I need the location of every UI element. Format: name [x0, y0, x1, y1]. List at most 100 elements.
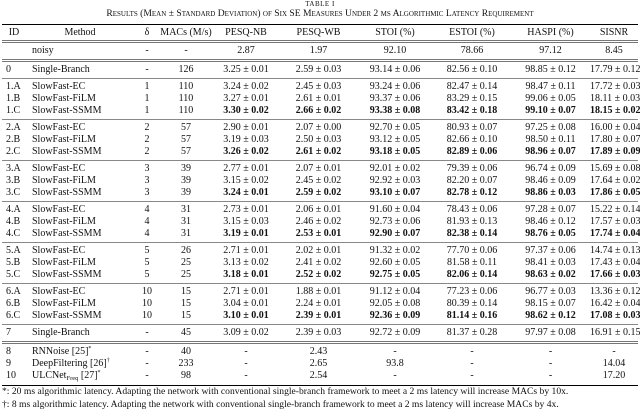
cell-haspi: 98.63 ± 0.02 — [525, 269, 576, 280]
method-name: SlowFast-EC — [32, 163, 86, 174]
method-name: SlowFast-FiLM — [32, 298, 96, 309]
cell-estoi: 82.89 ± 0.06 — [446, 146, 498, 157]
cell-haspi: 97.28 ± 0.07 — [525, 204, 576, 215]
cell-delta: 4 — [144, 216, 150, 227]
cell-id: 4.B — [6, 216, 21, 227]
cell-sisnr: 17.74 ± 0.04 — [590, 228, 640, 239]
cell-pesq-wb: 2.53 ± 0.01 — [295, 228, 342, 239]
cell-pesq-wb: 2.46 ± 0.02 — [295, 216, 342, 227]
row-group: 6.A SlowFast-EC 10 15 2.71 ± 0.01 1.88 ± 0.01… — [2, 284, 640, 325]
table-row: 3.B SlowFast-FiLM 3 39 3.15 ± 0.02 2.45 ± 0.0… — [2, 175, 640, 187]
cell-sisnr: 14.74 ± 0.13 — [590, 245, 640, 256]
cell-macs: 57 — [181, 134, 191, 145]
cell-stoi: 93.24 ± 0.06 — [369, 81, 421, 92]
cell-id: 9 — [6, 358, 11, 369]
cell-id: 2.B — [6, 134, 21, 145]
method-name: Single-Branch — [32, 327, 90, 338]
cell-estoi: 77.70 ± 0.06 — [446, 245, 498, 256]
cell-estoi: 81.93 ± 0.13 — [446, 216, 498, 227]
method-name: SlowFast-EC — [32, 81, 86, 92]
cell-pesq-nb: 3.13 ± 0.02 — [223, 257, 269, 268]
table-row: 3.C SlowFast-SSMM 3 39 3.24 ± 0.01 2.59 ± 0.0… — [2, 187, 640, 202]
method-name: SlowFast-SSMM — [32, 269, 102, 280]
cell-haspi: 98.41 ± 0.03 — [525, 257, 576, 268]
cell-method: SlowFast-SSMM — [26, 146, 134, 161]
cell-id: 4.A — [6, 204, 21, 215]
cell-haspi: - — [548, 346, 553, 357]
table-row: 2.B SlowFast-FiLM 2 57 3.19 ± 0.03 2.50 ± 0.0… — [2, 134, 640, 146]
table-row: 3.A SlowFast-EC 3 39 2.77 ± 0.01 2.07 ± 0.01 9… — [2, 161, 640, 176]
row-group: 0 Single-Branch - 126 3.25 ± 0.01 2.59 ± 0.03… — [2, 61, 640, 79]
cell-haspi: 98.96 ± 0.07 — [525, 146, 576, 157]
cell-stoi: 93.38 ± 0.08 — [369, 105, 421, 116]
header-macs: MACs (M/s) — [160, 24, 212, 43]
cell-method: SlowFast-FiLM — [26, 93, 134, 105]
cell-method: SlowFast-FiLM — [26, 134, 134, 146]
table-row: 7 Single-Branch - 45 3.09 ± 0.02 2.39 ± 0.03 9… — [2, 325, 640, 343]
cell-haspi: 96.77 ± 0.03 — [525, 286, 576, 297]
footnotes: *: 20 ms algorithmic latency. Adapting t… — [2, 385, 638, 411]
citation: [26] — [87, 358, 107, 369]
cell-pesq-nb: 3.24 ± 0.01 — [223, 187, 269, 198]
method-name: SlowFast-SSMM — [32, 146, 102, 157]
cell-macs: 15 — [181, 286, 191, 297]
cell-sisnr: 15.69 ± 0.08 — [590, 163, 640, 174]
cell-estoi: 79.39 ± 0.06 — [446, 163, 498, 174]
footnote-mark: † — [106, 358, 110, 364]
cell-stoi: 92.92 ± 0.03 — [369, 175, 421, 186]
cell-delta: - — [145, 358, 149, 369]
header-pesq-wb: PESQ-WB — [280, 24, 357, 43]
method-name: SlowFast-FiLM — [32, 175, 96, 186]
row-group: noisy - - 2.87 1.97 92.10 78.66 97.12 8.45 — [2, 42, 638, 61]
method-name: SlowFast-EC — [32, 122, 86, 133]
header-stoi: STOI (%) — [357, 24, 433, 43]
cell-pesq-nb: 3.15 ± 0.03 — [223, 216, 269, 227]
cell-pesq-nb: 3.19 ± 0.03 — [223, 134, 269, 145]
table-row: 4.C SlowFast-SSMM 4 31 3.19 ± 0.01 2.53 ± 0.0… — [2, 228, 640, 243]
cell-method: ULCNetFreq [27]* — [26, 370, 134, 384]
table-row: 9 DeepFiltering [26]† -233-2.65 93.8- -14.04 — [2, 358, 638, 370]
cell-estoi: 78.66 — [460, 45, 484, 56]
cell-pesq-wb: 2.65 — [309, 358, 328, 369]
cell-delta: 3 — [144, 187, 150, 198]
cell-estoi: 82.66 ± 0.10 — [446, 134, 498, 145]
cell-delta: 10 — [142, 298, 152, 309]
cell-pesq-wb: 2.52 ± 0.02 — [295, 269, 342, 280]
cell-sisnr: 17.72 ± 0.03 — [590, 81, 640, 92]
cell-haspi: 98.86 ± 0.03 — [525, 187, 576, 198]
cell-pesq-nb: 3.19 ± 0.01 — [223, 228, 269, 239]
cell-sisnr: 16.00 ± 0.04 — [590, 122, 640, 133]
cell-sisnr: 17.08 ± 0.03 — [590, 310, 640, 321]
cell-macs: 25 — [181, 269, 191, 280]
cell-pesq-nb: 3.10 ± 0.01 — [223, 310, 269, 321]
cell-macs: 40 — [181, 346, 191, 357]
cell-method: SlowFast-SSMM — [26, 269, 134, 284]
cell-haspi: 96.74 ± 0.09 — [525, 163, 576, 174]
cell-id: 0 — [6, 64, 11, 75]
cell-stoi: 93.18 ± 0.05 — [369, 146, 421, 157]
header-row: ID Method δ MACs (M/s) PESQ-NB PESQ-WB STOI (%… — [2, 24, 638, 43]
cell-macs: 15 — [181, 310, 191, 321]
footnote: *: 20 ms algorithmic latency. Adapting t… — [2, 386, 569, 397]
cell-method: Single-Branch — [26, 325, 134, 343]
cell-id: 5.B — [6, 257, 21, 268]
method-name: DeepFiltering — [32, 358, 88, 369]
cell-method: SlowFast-EC — [26, 161, 134, 176]
method-name: ULCNet — [32, 370, 67, 381]
cell-stoi: 92.73 ± 0.06 — [369, 216, 421, 227]
cell-sisnr: 17.57 ± 0.03 — [590, 216, 640, 227]
cell-pesq-nb: 3.18 ± 0.01 — [223, 269, 269, 280]
cell-sisnr: - — [612, 346, 616, 357]
cell-stoi: 92.01 ± 0.02 — [369, 163, 421, 174]
cell-estoi: 83.42 ± 0.18 — [446, 105, 498, 116]
method-name: SlowFast-FiLM — [32, 216, 96, 227]
cell-haspi: 98.47 ± 0.11 — [525, 81, 576, 92]
cell-haspi: 97.97 ± 0.08 — [525, 327, 576, 338]
cell-stoi: 92.90 ± 0.07 — [369, 228, 421, 239]
cell-estoi: 82.56 ± 0.10 — [446, 64, 498, 75]
cell-method: DeepFiltering [26]† — [26, 358, 134, 370]
cell-macs: 45 — [181, 327, 191, 338]
cell-haspi: 99.06 ± 0.05 — [525, 93, 576, 104]
method-name: SlowFast-SSMM — [32, 310, 102, 321]
cell-haspi: 98.46 ± 0.09 — [525, 175, 576, 186]
